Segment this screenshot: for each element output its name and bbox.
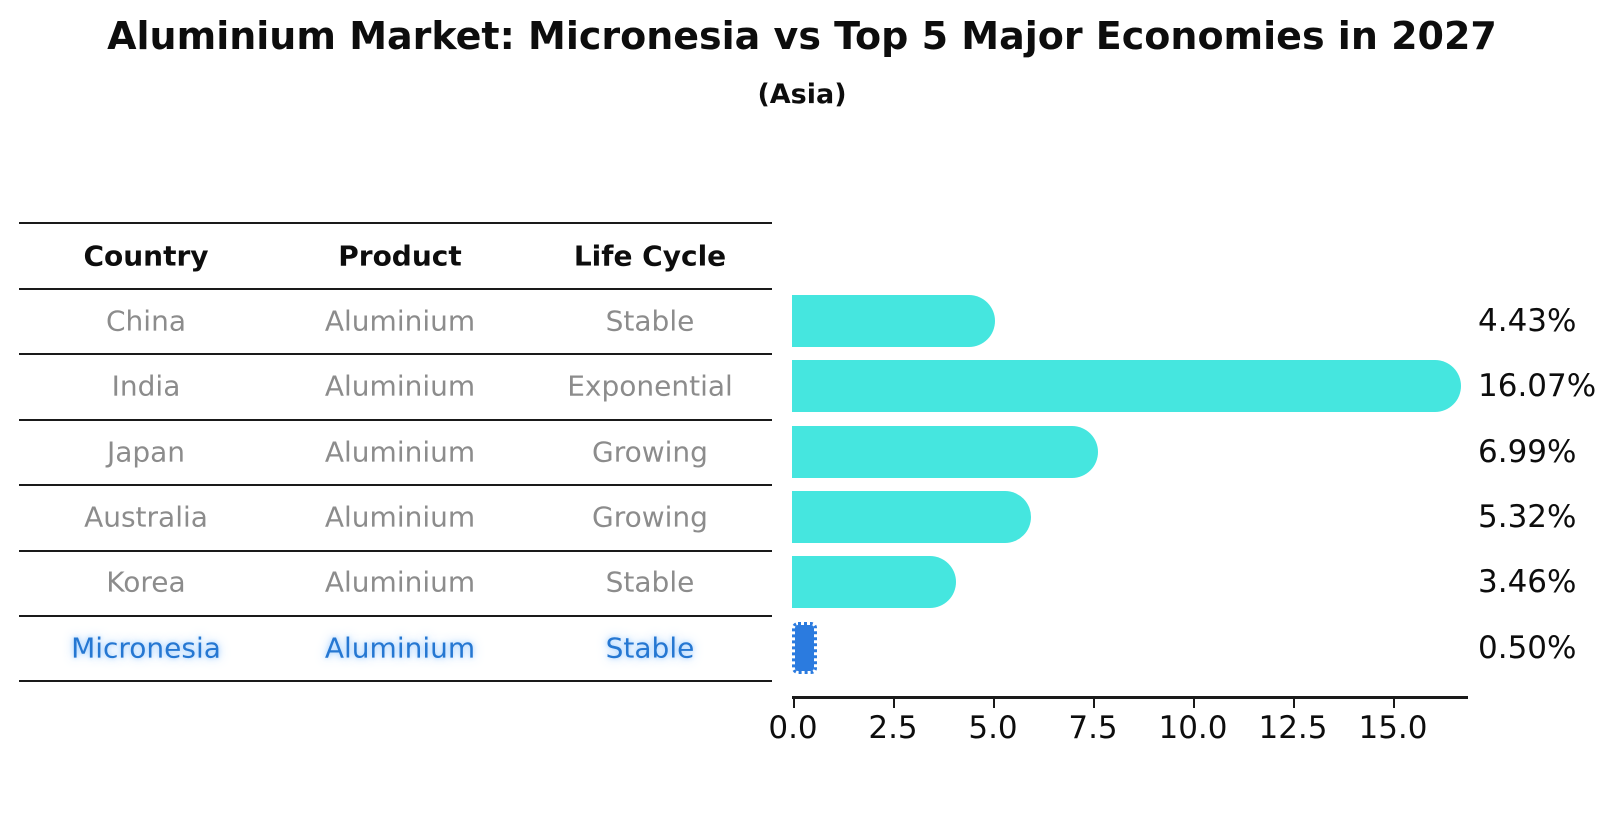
x-tick-label: 0.0 [768, 710, 818, 746]
x-tick-mark [1193, 699, 1195, 708]
table-cell-life-cycle-australia: Growing [592, 500, 708, 534]
x-tick-label: 12.5 [1258, 710, 1328, 746]
table-cell-life-cycle-micronesia: Stable [605, 631, 695, 665]
x-tick-mark [1093, 699, 1095, 708]
table-header-product: Product [338, 239, 462, 273]
bar-australia [792, 490, 1031, 543]
table-rule [19, 288, 772, 290]
value-label-australia: 5.32% [1478, 498, 1577, 535]
chart-subtitle: (Asia) [757, 79, 847, 110]
table-cell-country-micronesia: Micronesia [71, 631, 221, 665]
table-cell-product-korea: Aluminium [324, 565, 476, 599]
table-rule [19, 418, 772, 421]
x-tick-mark [893, 699, 895, 708]
x-tick-label: 2.5 [868, 710, 918, 746]
bar-korea [792, 556, 957, 609]
table-cell-life-cycle-korea: Stable [605, 565, 695, 599]
x-tick-mark [993, 699, 995, 708]
table-cell-country-india: India [111, 369, 181, 403]
table-cell-country-japan: Japan [106, 435, 186, 468]
value-label-china: 4.43% [1478, 302, 1577, 339]
value-label-micronesia: 0.50% [1478, 629, 1577, 666]
x-tick-label: 15.0 [1358, 710, 1428, 746]
table-rule [19, 680, 772, 683]
table-cell-product-micronesia: Aluminium [324, 631, 476, 665]
bar-japan [792, 425, 1098, 478]
bar-india [792, 360, 1461, 413]
chart-title: Aluminium Market: Micronesia vs Top 5 Ma… [107, 14, 1497, 58]
table-cell-life-cycle-china: Stable [605, 304, 695, 338]
value-label-india: 16.07% [1478, 368, 1597, 405]
x-tick-mark [1293, 699, 1295, 708]
table-rule [19, 353, 772, 356]
table-rule [19, 615, 772, 617]
x-tick-label: 5.0 [968, 710, 1018, 746]
table-cell-life-cycle-japan: Growing [592, 435, 708, 468]
table-rule [19, 222, 772, 224]
x-tick-label: 10.0 [1158, 710, 1228, 746]
table-header-life-cycle: Life Cycle [573, 239, 727, 273]
table-cell-life-cycle-india: Exponential [567, 369, 733, 403]
table-rule [19, 484, 772, 487]
table-cell-product-australia: Aluminium [324, 500, 476, 534]
table-cell-product-india: Aluminium [324, 369, 476, 403]
value-label-japan: 6.99% [1478, 433, 1577, 470]
x-tick-label: 7.5 [1068, 710, 1118, 746]
table-cell-product-china: Aluminium [324, 304, 476, 338]
value-label-korea: 3.46% [1478, 564, 1577, 601]
x-tick-mark [793, 699, 795, 708]
table-header-country: Country [83, 239, 209, 273]
bar-micronesia [792, 621, 817, 674]
table-rule [19, 549, 772, 552]
table-cell-country-korea: Korea [106, 565, 186, 599]
bar-china [792, 294, 996, 347]
x-axis-line [792, 696, 1468, 699]
x-tick-mark [1393, 699, 1395, 708]
table-cell-country-china: China [106, 304, 186, 338]
table-cell-country-australia: Australia [84, 500, 208, 534]
table-cell-product-japan: Aluminium [324, 435, 476, 468]
